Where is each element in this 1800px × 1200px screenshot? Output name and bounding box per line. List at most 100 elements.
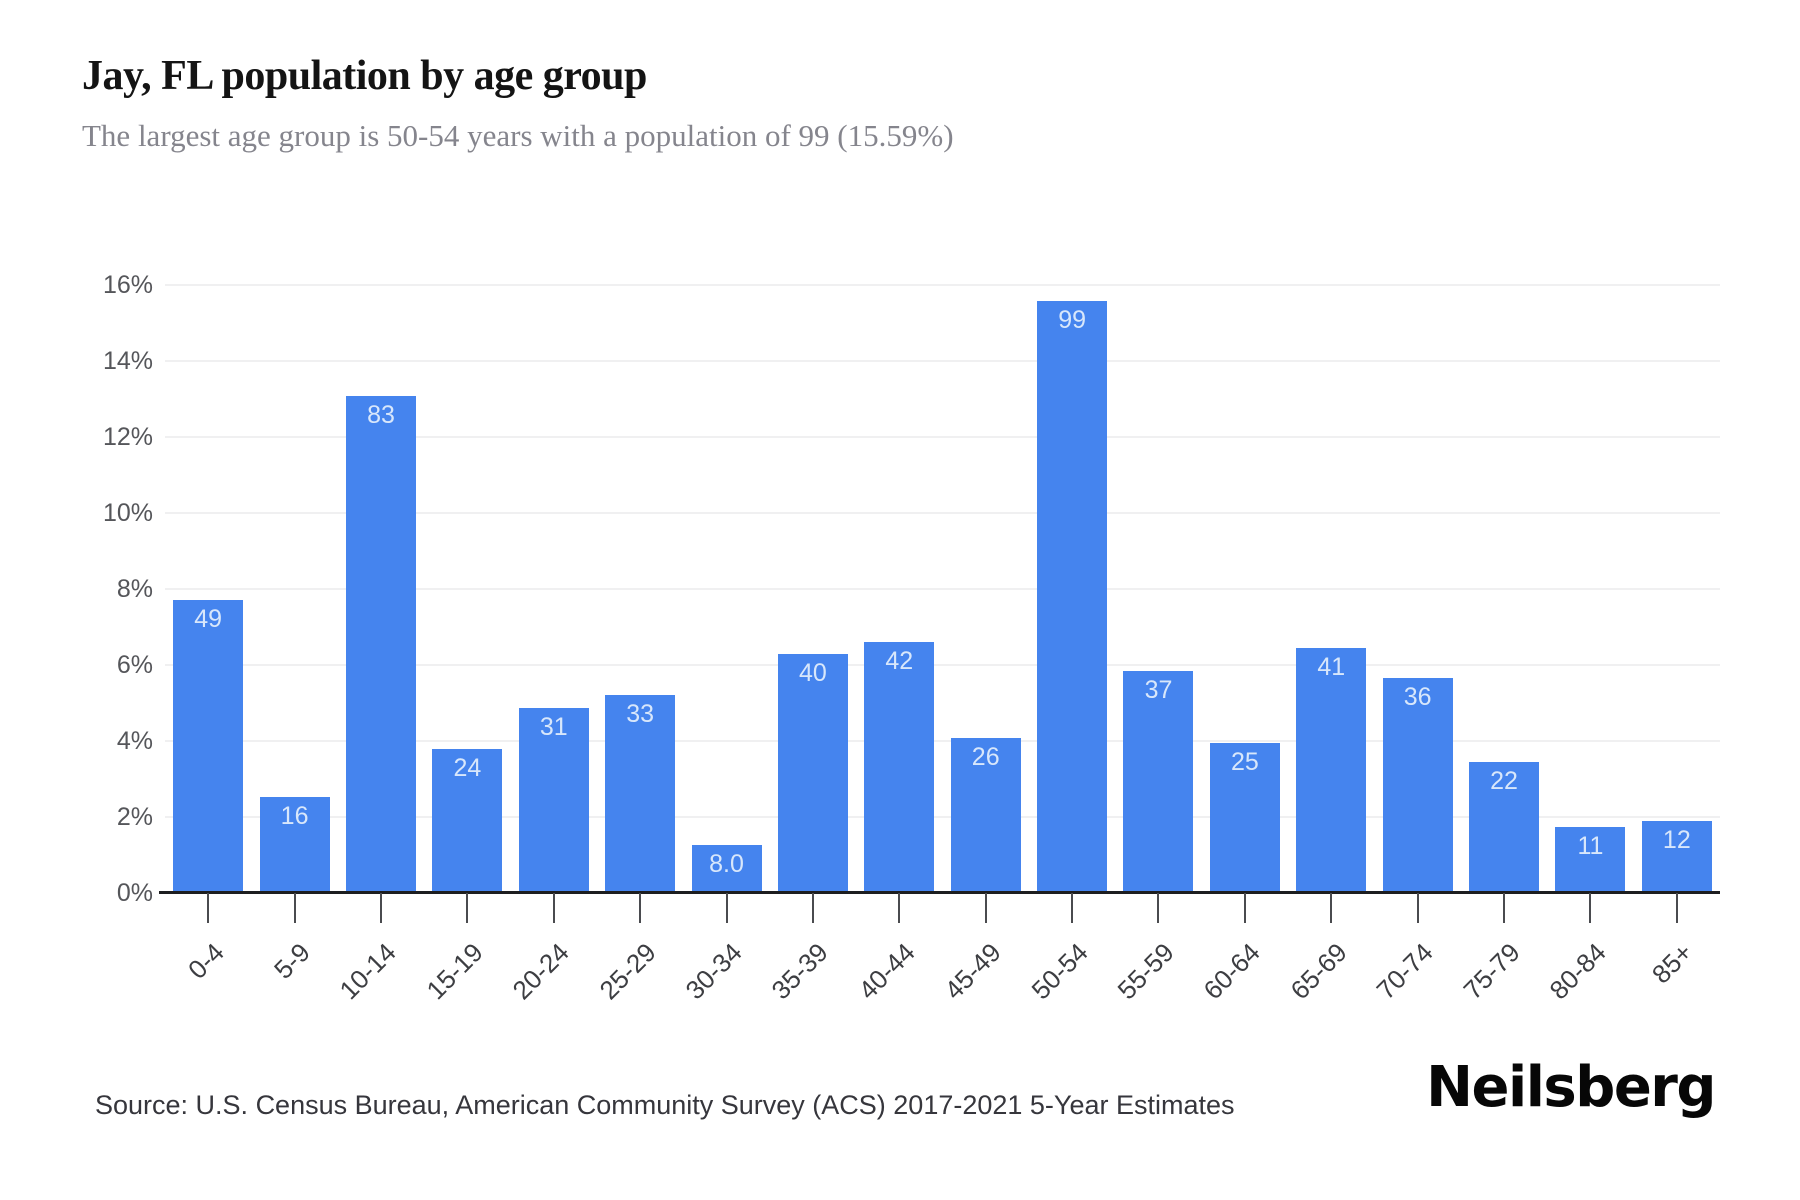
bars-container: 49 16 83 24 31 33 8.0 40 42 26 99 37 25 41 36 22 11 12: [165, 285, 1720, 893]
bar-value-label: 31: [539, 712, 568, 741]
x-tick: [1330, 893, 1333, 923]
x-tick: [1503, 893, 1506, 923]
tick-slot: [424, 893, 510, 923]
neilsberg-logo: Neilsberg: [1426, 1055, 1716, 1120]
tick-slot: [1029, 893, 1115, 923]
tick-slot: [251, 893, 337, 923]
x-label-slot: 15-19: [420, 893, 510, 1013]
x-tick: [379, 893, 382, 923]
bar-slot: 36: [1374, 285, 1460, 893]
x-label-slot: 85+: [1634, 893, 1720, 1013]
tick-slot: [683, 893, 769, 923]
x-label-slot: 80-84: [1543, 893, 1633, 1013]
bar-25-29[interactable]: 33: [605, 695, 676, 893]
x-tick: [639, 893, 642, 923]
y-tick-label: 10%: [102, 499, 153, 527]
x-tick: [1243, 893, 1246, 923]
bar-20-24[interactable]: 31: [518, 707, 589, 893]
tick-slot: [1288, 893, 1374, 923]
x-tick: [1157, 893, 1160, 923]
bar-slot: 99: [1029, 285, 1115, 893]
bar-slot: 40: [770, 285, 856, 893]
bar-slot: 11: [1547, 285, 1633, 893]
x-label-slot: 40-44: [852, 893, 942, 1013]
bar-slot: 83: [338, 285, 424, 893]
x-tick: [466, 893, 469, 923]
x-label-slot: 20-24: [507, 893, 597, 1013]
y-tick-label: 16%: [102, 271, 153, 299]
x-tick: [898, 893, 901, 923]
bar-value-label: 25: [1230, 748, 1259, 777]
x-tick: [207, 893, 210, 923]
x-tick-label: 35-39: [765, 937, 835, 1006]
bar-50-54[interactable]: 99: [1037, 300, 1108, 893]
gridline: [165, 816, 1720, 818]
bar-15-19[interactable]: 24: [432, 749, 503, 893]
gridline: [165, 360, 1720, 362]
x-tick-label: 60-64: [1197, 937, 1267, 1006]
gridline: [165, 588, 1720, 590]
x-tick-label: 5-9: [268, 937, 316, 985]
y-axis-labels: 0% 2% 4% 6% 8% 10% 12% 14% 16%: [85, 271, 153, 907]
x-tick-label: 50-54: [1025, 937, 1094, 1006]
bar-30-34[interactable]: 8.0: [691, 845, 762, 893]
bar-value-label: 12: [1662, 826, 1691, 855]
bar-45-49[interactable]: 26: [950, 737, 1021, 893]
gridline: [165, 664, 1720, 666]
bar-0-4[interactable]: 49: [173, 599, 244, 893]
bar-slot: 8.0: [683, 285, 769, 893]
x-label-slot: 30-34: [680, 893, 769, 1013]
x-axis-ticks: [165, 893, 1720, 923]
x-tick-label: 20-24: [506, 937, 575, 1006]
bar-60-64[interactable]: 25: [1209, 743, 1280, 893]
bar-5-9[interactable]: 16: [259, 797, 330, 893]
bar-70-74[interactable]: 36: [1382, 677, 1453, 893]
y-tick-label: 14%: [102, 347, 153, 375]
tick-slot: [1202, 893, 1288, 923]
x-tick-label: 10-14: [333, 937, 403, 1006]
gridline: [165, 284, 1720, 286]
x-label-slot: 55-59: [1111, 893, 1201, 1013]
bar-slot: 42: [856, 285, 942, 893]
bar-35-39[interactable]: 40: [777, 653, 848, 893]
bar-85+[interactable]: 12: [1641, 821, 1712, 893]
bar-slot: 16: [251, 285, 337, 893]
y-tick-label: 4%: [116, 727, 153, 755]
gridline: [165, 740, 1720, 742]
bar-80-84[interactable]: 11: [1555, 827, 1626, 893]
bar-10-14[interactable]: 83: [345, 396, 416, 893]
tick-slot: [856, 893, 942, 923]
x-label-slot: 0-4: [165, 893, 251, 1013]
bar-slot: 26: [943, 285, 1029, 893]
x-tick: [811, 893, 814, 923]
x-tick-label: 80-84: [1543, 937, 1612, 1006]
gridline: [165, 512, 1720, 514]
x-tick: [1589, 893, 1592, 923]
bar-40-44[interactable]: 42: [864, 641, 935, 893]
bar-chart: 49 16 83 24 31 33 8.0 40 42 26 99 37 25 41 36 22 11 12 0-…: [159, 284, 1720, 1005]
x-tick-label: 75-79: [1457, 937, 1526, 1006]
bar-value-label: 26: [971, 742, 1000, 771]
bar-slot: 33: [597, 285, 683, 893]
bar-value-label: 36: [1403, 682, 1432, 711]
bar-65-69[interactable]: 41: [1296, 647, 1367, 893]
bar-55-59[interactable]: 37: [1123, 671, 1194, 893]
y-tick-label: 2%: [116, 803, 153, 831]
source-text: Source: U.S. Census Bureau, American Com…: [95, 1090, 1235, 1120]
bar-value-label: 41: [1317, 652, 1346, 681]
bar-75-79[interactable]: 22: [1469, 761, 1540, 893]
x-tick-label: 65-69: [1284, 937, 1353, 1006]
x-axis-labels: 0-4 5-9 10-14 15-19 20-24 25-29 30-34 35-39 40-4…: [165, 893, 1720, 1013]
bar-slot: 49: [165, 285, 251, 893]
bar-slot: 22: [1461, 285, 1547, 893]
gridlines: [165, 284, 1720, 893]
y-tick-label: 0%: [116, 879, 153, 907]
x-label-slot: 10-14: [334, 893, 424, 1013]
x-tick-label: 15-19: [420, 937, 489, 1006]
bar-value-label: 83: [367, 401, 395, 430]
x-tick-label: 45-49: [938, 937, 1007, 1006]
x-label-slot: 35-39: [766, 893, 856, 1013]
tick-slot: [943, 893, 1029, 923]
x-tick: [984, 893, 987, 923]
